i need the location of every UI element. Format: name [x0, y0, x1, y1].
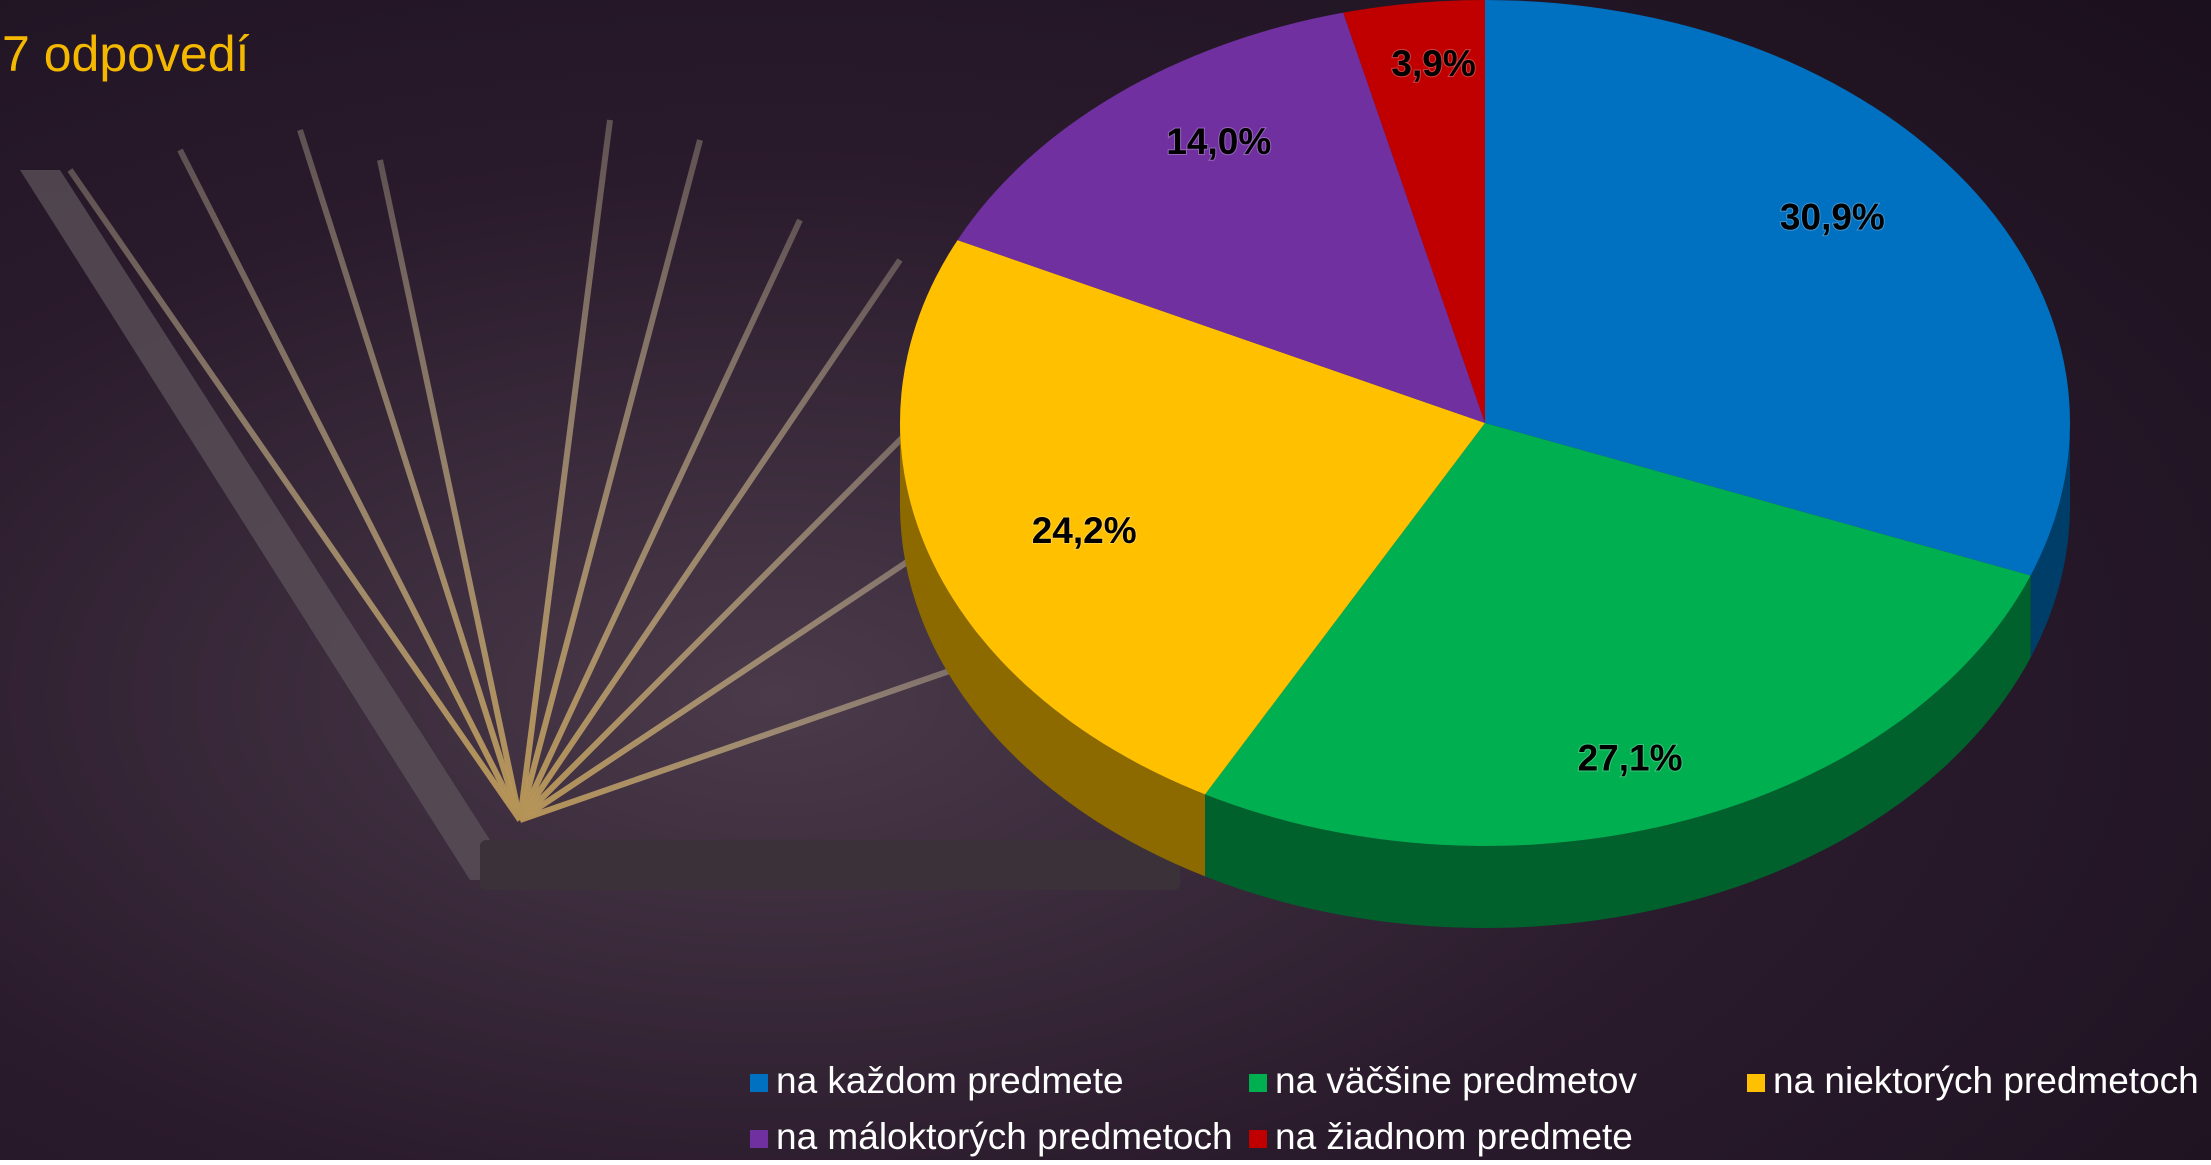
pie-slice [1485, 0, 2070, 576]
data-label: 14,0% [1166, 121, 1271, 162]
legend-swatch [750, 1074, 768, 1092]
legend-swatch [1747, 1074, 1765, 1092]
laptop-illustration [20, 119, 1180, 890]
legend-swatch [1249, 1074, 1267, 1092]
pie-slice [900, 240, 1485, 795]
legend-swatch [1249, 1130, 1267, 1148]
legend-label: na niektorých predmetoch [1773, 1060, 2199, 1101]
pie-slice [1343, 0, 1485, 423]
pie-side [1205, 575, 2031, 929]
pie-chart: 30,9% 27,1% 24,2% 14,0% 3,9% [900, 0, 2070, 929]
slide-title: 7 odpovedí [2, 26, 250, 82]
legend-label: na žiadnom predmete [1275, 1116, 1633, 1157]
legend-label: na každom predmete [776, 1060, 1124, 1101]
pie-side [900, 423, 1206, 877]
data-label: 27,1% [1578, 737, 1683, 778]
legend: na každom predmete na väčšine predmetov na… [750, 1060, 2199, 1157]
data-label: 3,9% [1391, 43, 1475, 84]
data-label: 24,2% [1032, 510, 1137, 551]
legend-label: na väčšine predmetov [1275, 1060, 1637, 1101]
legend-label: na máloktorých predmetoch [776, 1116, 1233, 1157]
pie-slice [957, 12, 1485, 424]
pie-slice [1205, 423, 2031, 847]
legend-swatch [750, 1130, 768, 1148]
data-label: 30,9% [1780, 196, 1885, 237]
pie-side [2030, 423, 2070, 658]
